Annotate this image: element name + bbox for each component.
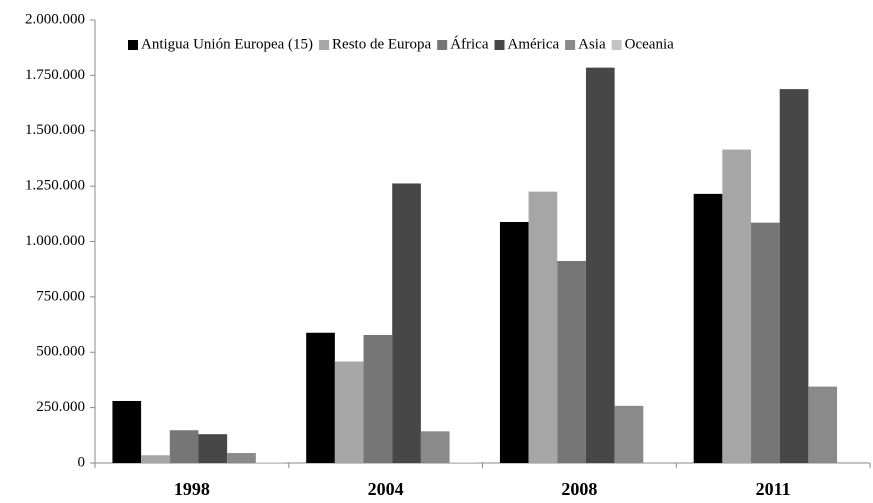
bar xyxy=(227,453,256,463)
y-tick-label: 750.000 xyxy=(36,288,85,304)
bar xyxy=(198,434,228,463)
x-tick-label: 1998 xyxy=(174,479,210,499)
y-tick-label: 1.000.000 xyxy=(25,233,85,249)
bar xyxy=(392,183,421,464)
y-tick-label: 2.000.000 xyxy=(25,11,85,27)
legend-swatch xyxy=(128,40,138,50)
legend-label: Antigua Unión Europea (15) xyxy=(141,36,313,52)
bar xyxy=(112,400,142,463)
y-tick-label: 1.250.000 xyxy=(25,178,85,194)
y-tick-label: 1.500.000 xyxy=(25,122,85,138)
y-tick-label: 250.000 xyxy=(36,399,85,415)
bar xyxy=(306,332,335,463)
legend-swatch xyxy=(319,40,330,50)
bar xyxy=(779,89,809,463)
bar xyxy=(141,455,170,463)
bar xyxy=(499,222,529,463)
legend-swatch xyxy=(565,40,576,50)
bar xyxy=(693,193,723,463)
y-tick-label: 1.750.000 xyxy=(25,67,85,83)
bar xyxy=(528,191,558,463)
legend-swatch xyxy=(611,40,622,50)
legend-label: Oceania xyxy=(625,36,674,52)
bar xyxy=(585,67,615,463)
y-tick-label: 0 xyxy=(78,454,86,470)
legend-label: Asia xyxy=(578,36,606,52)
bar xyxy=(808,386,838,463)
x-tick-label: 2004 xyxy=(368,479,404,499)
x-tick-label: 2011 xyxy=(756,479,791,499)
bar xyxy=(643,462,672,463)
legend-label: África xyxy=(450,35,489,52)
bar xyxy=(614,405,644,463)
y-tick-label: 500.000 xyxy=(36,344,85,360)
bar xyxy=(751,222,780,463)
legend-swatch xyxy=(437,40,448,50)
bar xyxy=(837,461,866,463)
legend-label: Resto de Europa xyxy=(332,36,431,52)
bar xyxy=(334,361,364,463)
bar xyxy=(449,462,479,463)
bar xyxy=(169,430,199,463)
legend-swatch xyxy=(494,40,505,50)
legend-label: América xyxy=(508,36,560,52)
x-tick-label: 2008 xyxy=(561,479,597,499)
bar xyxy=(420,431,450,463)
bar xyxy=(722,149,752,463)
bar xyxy=(363,334,393,463)
bar xyxy=(557,260,586,463)
